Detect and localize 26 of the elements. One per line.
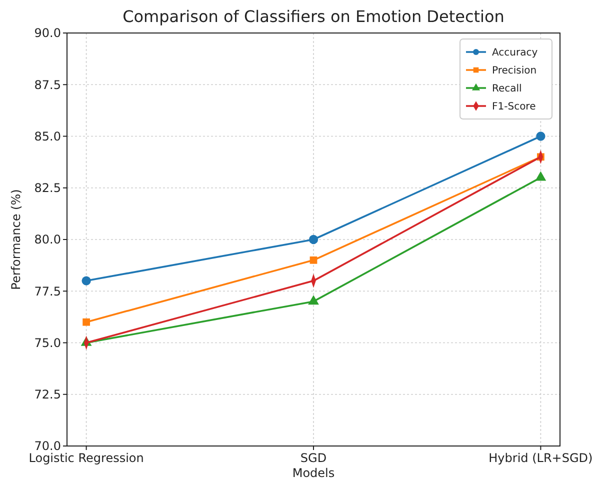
y-tick-label: 75.0	[34, 336, 61, 350]
point	[82, 318, 90, 326]
point	[82, 276, 91, 286]
point	[536, 132, 546, 141]
x-axis-title: Models	[292, 466, 335, 480]
y-axis-title: Performance (%)	[9, 189, 23, 290]
legend-label: Recall	[492, 84, 522, 94]
y-tick-label: 85.0	[34, 129, 61, 144]
chart-title: Comparison of Classifiers on Emotion Detection	[122, 7, 504, 26]
point	[535, 171, 546, 181]
y-tick-label: 80.0	[34, 232, 61, 247]
legend-label: F1-Score	[492, 102, 536, 112]
legend-label: Accuracy	[492, 48, 538, 58]
y-tick-label: 82.5	[34, 181, 61, 196]
y-tick-label: 90.0	[34, 26, 61, 40]
legend-label: Precision	[492, 66, 537, 76]
x-tick-label: Hybrid (LR+SGD)	[488, 451, 593, 465]
point	[308, 295, 319, 305]
y-tick-label: 70.0	[34, 439, 61, 454]
y-tick-label: 77.5	[34, 284, 61, 298]
point	[310, 256, 318, 264]
x-tick-label: SGD	[300, 451, 327, 465]
x-tick-label: Logistic Regression	[28, 451, 144, 465]
y-tick-label: 87.5	[34, 78, 61, 92]
point	[308, 234, 318, 244]
y-tick-label: 72.5	[34, 388, 61, 402]
